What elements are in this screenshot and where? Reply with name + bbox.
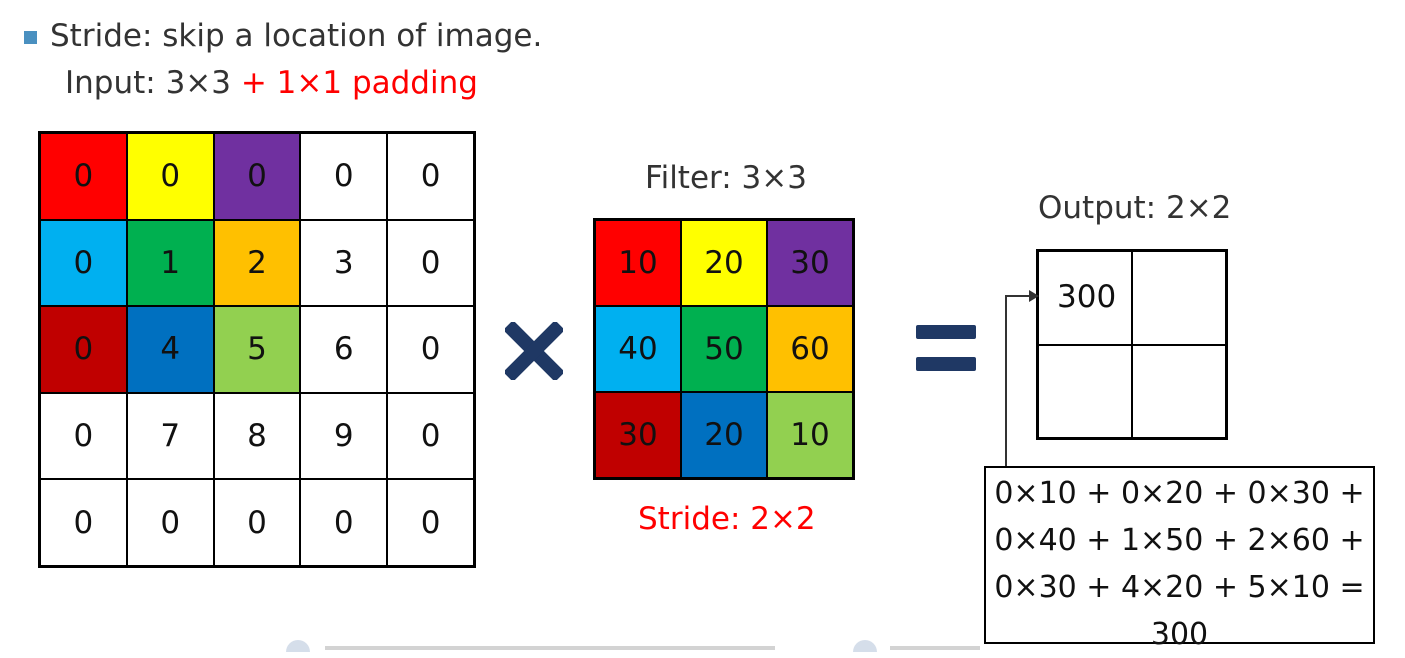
- filter-matrix-cell: 50: [681, 306, 767, 392]
- input-description: Input: 3×3 + 1×1 padding: [65, 65, 478, 101]
- multiply-icon: [505, 322, 563, 380]
- input-matrix-cell: 0: [126, 133, 214, 220]
- filter-matrix-cell: 20: [681, 220, 767, 306]
- output-title: Output: 2×2: [1038, 190, 1232, 226]
- input-matrix-cell: 8: [213, 392, 301, 480]
- filter-matrix-cell: 30: [595, 392, 681, 478]
- input-matrix-cell: 5: [213, 306, 301, 393]
- filter-matrix-cell: 60: [767, 306, 853, 392]
- padding-label: + 1×1 padding: [231, 65, 478, 101]
- formula-line-3: 0×30 + 4×20 + 5×10 =: [994, 570, 1365, 605]
- filter-matrix: 10 20 30 40 50 60 30 20 10: [593, 218, 855, 480]
- input-matrix-cell: 0: [40, 219, 127, 307]
- output-matrix-cell: 300: [1038, 251, 1132, 345]
- filter-title: Filter: 3×3: [645, 160, 807, 196]
- input-matrix-cell: 0: [387, 392, 474, 480]
- filter-matrix-cell: 10: [595, 220, 681, 306]
- output-matrix-cell: [1132, 251, 1226, 345]
- filter-matrix-cell: 20: [681, 392, 767, 478]
- bullet-square-icon: [24, 31, 37, 44]
- input-matrix-cell: 4: [126, 306, 214, 393]
- input-matrix-cell: 0: [40, 392, 127, 480]
- input-matrix-cell: 3: [300, 219, 388, 307]
- input-matrix-cell: 0: [213, 479, 301, 566]
- input-matrix-cell: 0: [213, 133, 301, 220]
- bullet-heading: Stride: skip a location of image.: [50, 18, 543, 54]
- formula-line-1: 0×10 + 0×20 + 0×30 +: [994, 476, 1365, 511]
- input-matrix-cell: 0: [300, 133, 388, 220]
- input-matrix-cell: 7: [126, 392, 214, 480]
- output-matrix-cell: [1132, 344, 1226, 438]
- input-matrix-cell: 9: [300, 392, 388, 480]
- input-matrix-cell: 0: [126, 479, 214, 566]
- filter-matrix-cell: 40: [595, 306, 681, 392]
- input-matrix-cell: 0: [387, 133, 474, 220]
- input-matrix-cell: 0: [300, 479, 388, 566]
- input-matrix-cell: 1: [126, 219, 214, 307]
- equals-icon: [916, 325, 976, 371]
- filter-matrix-cell: 30: [767, 220, 853, 306]
- output-matrix-cell: [1038, 344, 1132, 438]
- input-matrix-cell: 0: [387, 479, 474, 566]
- output-matrix: 300: [1036, 249, 1228, 440]
- formula-result: 300: [1150, 617, 1209, 652]
- calculation-box: 0×10 + 0×20 + 0×30 + 0×40 + 1×50 + 2×60 …: [984, 466, 1375, 652]
- input-matrix-cell: 0: [40, 479, 127, 566]
- input-matrix-cell: 0: [40, 306, 127, 393]
- input-size-label: Input: 3×3: [65, 65, 231, 101]
- input-matrix-cell: 6: [300, 306, 388, 393]
- footer-logo-strip: [286, 640, 980, 652]
- input-matrix-cell: 2: [213, 219, 301, 307]
- formula-line-2: 0×40 + 1×50 + 2×60 +: [994, 523, 1365, 558]
- stride-label: Stride: 2×2: [638, 501, 816, 537]
- input-matrix-cell: 0: [387, 306, 474, 393]
- connector-arrow: [1005, 290, 1039, 468]
- input-matrix-cell: 0: [387, 219, 474, 307]
- filter-matrix-cell: 10: [767, 392, 853, 478]
- input-matrix-cell: 0: [40, 133, 127, 220]
